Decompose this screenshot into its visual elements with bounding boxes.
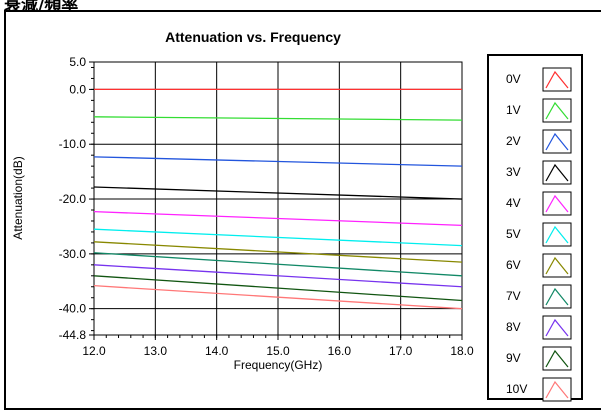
y-tick-label: 5.0	[69, 55, 86, 69]
axes: 12.0 13.0 14.0 15.0 16.0 17.0 18.0 5.0 0.0 -10.0 -…	[59, 55, 474, 358]
legend-label: 1V	[506, 103, 521, 117]
legend-swatch-box	[542, 129, 572, 154]
legend-swatch-1V	[545, 101, 569, 120]
chart-title: Attenuation vs. Frequency	[165, 29, 341, 45]
series-lines	[93, 88, 463, 310]
series-line-8V	[93, 264, 463, 288]
series-line-6V	[93, 241, 463, 263]
y-tick-label: 0.0	[69, 82, 86, 96]
x-tick-label: 18.0	[450, 344, 474, 358]
x-tick-label: 12.0	[82, 344, 106, 358]
series-line-9V	[93, 275, 463, 302]
y-tick-label: -20.0	[59, 192, 87, 206]
legend-swatch-10V	[545, 380, 569, 399]
y-tick-label: -40.0	[59, 302, 87, 316]
legend-swatch-6V	[545, 256, 569, 275]
legend-swatch-4V	[545, 194, 569, 213]
series-line-2V	[93, 156, 463, 167]
x-tick-label: 13.0	[144, 344, 168, 358]
attenuation-chart: Attenuation vs. Frequency 12.0 13.0 14.0 15…	[11, 29, 583, 402]
x-axis-label: Frequency(GHz)	[234, 358, 323, 372]
legend-swatch-8V	[545, 318, 569, 337]
series-line-1V	[93, 116, 463, 121]
x-tick-label: 17.0	[389, 344, 413, 358]
chart-panel: Attenuation vs. Frequency 12.0 13.0 14.0 15…	[4, 10, 601, 410]
legend-swatch-0V	[545, 70, 569, 89]
legend-swatch-box	[542, 191, 572, 216]
legend-swatch-box	[542, 98, 572, 123]
legend-label: 6V	[506, 258, 521, 272]
series-line-5V	[93, 228, 463, 247]
legend-swatch-box	[542, 377, 572, 402]
legend-label: 9V	[506, 351, 521, 365]
legend-swatch-3V	[545, 163, 569, 182]
x-tick-label: 14.0	[205, 344, 229, 358]
legend-swatch-2V	[545, 132, 569, 151]
legend-swatch-box	[542, 67, 572, 92]
series-line-10V	[93, 285, 463, 310]
y-tick-label: -44.8	[59, 328, 87, 342]
legend-label: 5V	[506, 227, 521, 241]
legend-label: 10V	[506, 382, 527, 396]
legend-label: 3V	[506, 165, 521, 179]
legend-swatch-box	[542, 160, 572, 185]
y-tick-label: -30.0	[59, 247, 87, 261]
legend-swatch-box	[542, 284, 572, 309]
legend-swatch-box	[542, 222, 572, 247]
series-line-3V	[93, 186, 463, 200]
series-line-7V	[93, 252, 463, 277]
x-tick-label: 16.0	[328, 344, 352, 358]
y-tick-label: -10.0	[59, 137, 87, 151]
legend: 0V 1V 2V 3V 4V 5V 6V 7V 8V 9V 10V	[506, 67, 572, 402]
y-axis-label: Attenuation(dB)	[11, 156, 25, 239]
legend-swatch-box	[542, 315, 572, 340]
x-tick-label: 15.0	[266, 344, 290, 358]
legend-swatch-5V	[545, 225, 569, 244]
legend-label: 8V	[506, 320, 521, 334]
legend-label: 0V	[506, 72, 521, 86]
legend-label: 2V	[506, 134, 521, 148]
legend-label: 7V	[506, 289, 521, 303]
legend-label: 4V	[506, 196, 521, 210]
series-line-4V	[93, 211, 463, 227]
legend-swatch-9V	[545, 349, 569, 368]
legend-swatch-7V	[545, 287, 569, 306]
legend-swatch-box	[542, 346, 572, 371]
legend-swatch-box	[542, 253, 572, 278]
